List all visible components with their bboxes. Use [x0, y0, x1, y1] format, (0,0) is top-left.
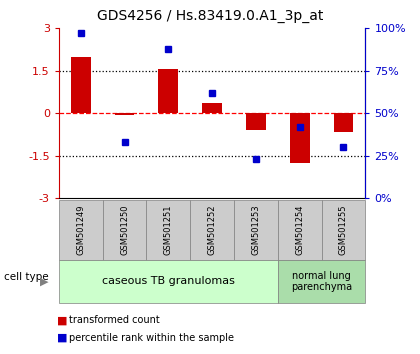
Text: ■: ■	[57, 333, 67, 343]
Bar	[246, 113, 266, 130]
Text: GSM501254: GSM501254	[295, 205, 304, 255]
Text: ■: ■	[57, 315, 67, 325]
Bar	[71, 57, 91, 113]
Text: cell type: cell type	[4, 272, 49, 282]
Text: GSM501255: GSM501255	[339, 205, 348, 255]
Text: GSM501253: GSM501253	[252, 205, 260, 256]
Text: GSM501250: GSM501250	[120, 205, 129, 255]
Text: caseous TB granulomas: caseous TB granulomas	[102, 276, 235, 286]
Bar	[202, 103, 222, 113]
Text: ▶: ▶	[40, 276, 48, 286]
Text: transformed count: transformed count	[69, 315, 160, 325]
Text: percentile rank within the sample: percentile rank within the sample	[69, 333, 234, 343]
Bar	[333, 113, 353, 132]
Bar	[158, 69, 178, 113]
Bar	[290, 113, 310, 163]
Text: GSM501252: GSM501252	[207, 205, 217, 255]
Bar	[115, 113, 134, 115]
Text: GSM501251: GSM501251	[164, 205, 173, 255]
Text: GSM501249: GSM501249	[76, 205, 85, 255]
Text: GDS4256 / Hs.83419.0.A1_3p_at: GDS4256 / Hs.83419.0.A1_3p_at	[97, 9, 323, 23]
Text: normal lung
parenchyma: normal lung parenchyma	[291, 270, 352, 292]
